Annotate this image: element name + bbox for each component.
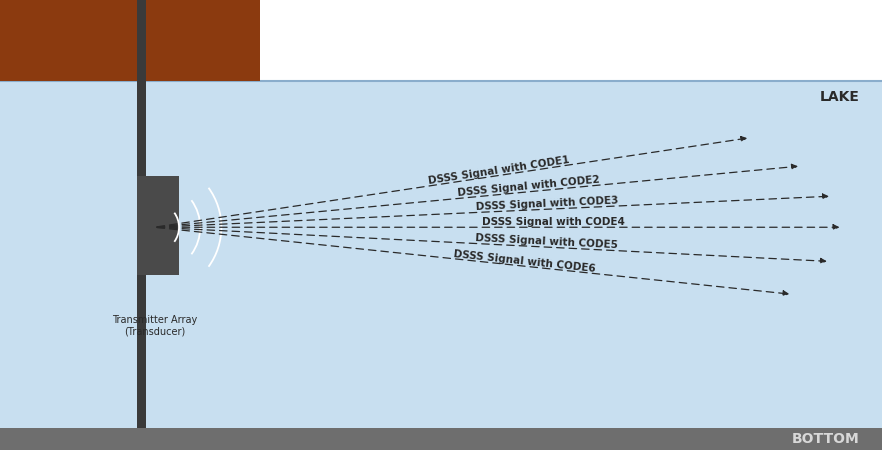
Text: DSSS Signal with CODE3: DSSS Signal with CODE3	[475, 196, 618, 212]
Bar	[137, 176, 179, 274]
Text: DSSS Signal with CODE1: DSSS Signal with CODE1	[428, 155, 571, 186]
Bar	[137, 0, 146, 428]
Text: BOTTOM: BOTTOM	[792, 432, 860, 446]
Text: DSSS Signal with CODE4: DSSS Signal with CODE4	[482, 217, 624, 227]
Bar	[0, 428, 882, 450]
Text: LAKE: LAKE	[820, 90, 860, 104]
Bar	[0, 0, 882, 81]
Text: DSSS Signal with CODE6: DSSS Signal with CODE6	[453, 249, 596, 274]
Bar	[0, 81, 882, 428]
Text: DSSS Signal with CODE5: DSSS Signal with CODE5	[475, 234, 617, 251]
Bar	[0, 0, 260, 81]
Text: Transmitter Array
(Transducer): Transmitter Array (Transducer)	[112, 315, 197, 337]
Text: DSSS Signal with CODE2: DSSS Signal with CODE2	[457, 175, 601, 198]
